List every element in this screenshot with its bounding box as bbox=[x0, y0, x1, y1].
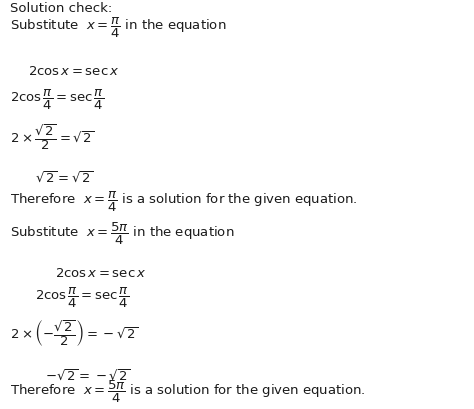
Text: Solution check:: Solution check: bbox=[10, 2, 112, 15]
Text: $2\cos\dfrac{\pi}{4} = \sec\dfrac{\pi}{4}$: $2\cos\dfrac{\pi}{4} = \sec\dfrac{\pi}{4… bbox=[10, 88, 104, 112]
Text: $2\cos x = \sec x$: $2\cos x = \sec x$ bbox=[55, 266, 146, 279]
Text: $2\cos\dfrac{\pi}{4} = \sec\dfrac{\pi}{4}$: $2\cos\dfrac{\pi}{4} = \sec\dfrac{\pi}{4… bbox=[35, 285, 129, 309]
Text: Substitute  $x = \dfrac{\pi}{4}$ in the equation: Substitute $x = \dfrac{\pi}{4}$ in the e… bbox=[10, 16, 227, 40]
Text: $2 \times \dfrac{\sqrt{2}}{2} = \sqrt{2}$: $2 \times \dfrac{\sqrt{2}}{2} = \sqrt{2}… bbox=[10, 122, 95, 152]
Text: Therefore  $x = \dfrac{\pi}{4}$ is a solution for the given equation.: Therefore $x = \dfrac{\pi}{4}$ is a solu… bbox=[10, 189, 357, 213]
Text: $2\cos x = \sec x$: $2\cos x = \sec x$ bbox=[28, 65, 119, 78]
Text: Substitute  $x = \dfrac{5\pi}{4}$ in the equation: Substitute $x = \dfrac{5\pi}{4}$ in the … bbox=[10, 220, 235, 246]
Text: $2 \times \left(-\dfrac{\sqrt{2}}{2}\right) = -\sqrt{2}$: $2 \times \left(-\dfrac{\sqrt{2}}{2}\rig… bbox=[10, 317, 138, 347]
Text: $-\sqrt{2} = -\sqrt{2}$: $-\sqrt{2} = -\sqrt{2}$ bbox=[45, 368, 131, 383]
Text: $\sqrt{2} = \sqrt{2}$: $\sqrt{2} = \sqrt{2}$ bbox=[35, 171, 93, 186]
Text: Therefore  $x = \dfrac{5\pi}{4}$ is a solution for the given equation.: Therefore $x = \dfrac{5\pi}{4}$ is a sol… bbox=[10, 378, 365, 404]
